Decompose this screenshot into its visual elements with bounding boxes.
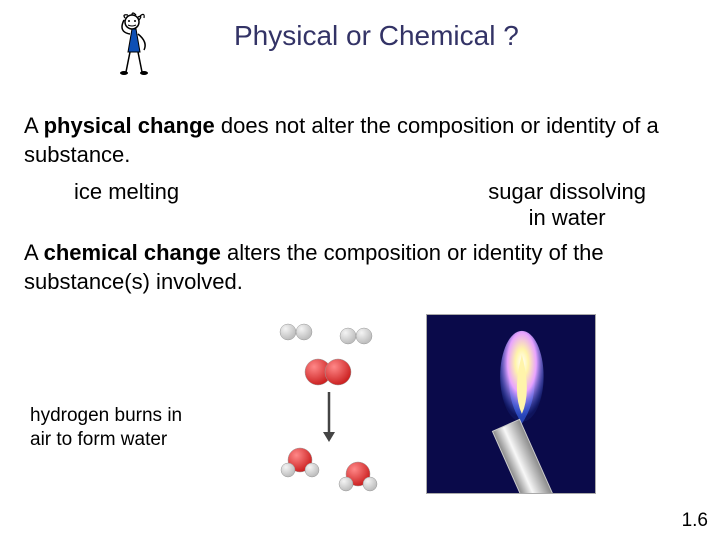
example-ice-melting: ice melting <box>74 179 179 231</box>
page-title: Physical or Chemical ? <box>234 20 519 52</box>
molecule-diagram <box>244 314 414 504</box>
example-line2: in water <box>488 205 646 231</box>
flame-image <box>426 314 596 494</box>
hydrogen-caption: hydrogen burns in air to form water <box>30 404 182 452</box>
text-pre: A <box>24 240 44 265</box>
term-physical-change: physical change <box>44 113 215 138</box>
text-pre: A <box>24 113 44 138</box>
page-number: 1.6 <box>682 510 708 532</box>
title-row: Physical or Chemical ? <box>24 12 696 84</box>
physical-change-definition: A physical change does not alter the com… <box>24 112 696 169</box>
lower-region: hydrogen burns in air to form water <box>24 314 696 524</box>
example-line1: sugar dissolving <box>488 179 646 205</box>
slide: Physical or Chemical ? A physical change… <box>0 0 720 540</box>
caption-line1: hydrogen burns in <box>30 404 182 428</box>
example-sugar-dissolving: sugar dissolving in water <box>488 179 646 231</box>
chemical-change-definition: A chemical change alters the composition… <box>24 239 696 296</box>
examples-row: ice melting sugar dissolving in water <box>24 179 696 231</box>
caption-line2: air to form water <box>30 428 182 452</box>
term-chemical-change: chemical change <box>44 240 221 265</box>
thinking-person-icon <box>114 12 156 84</box>
